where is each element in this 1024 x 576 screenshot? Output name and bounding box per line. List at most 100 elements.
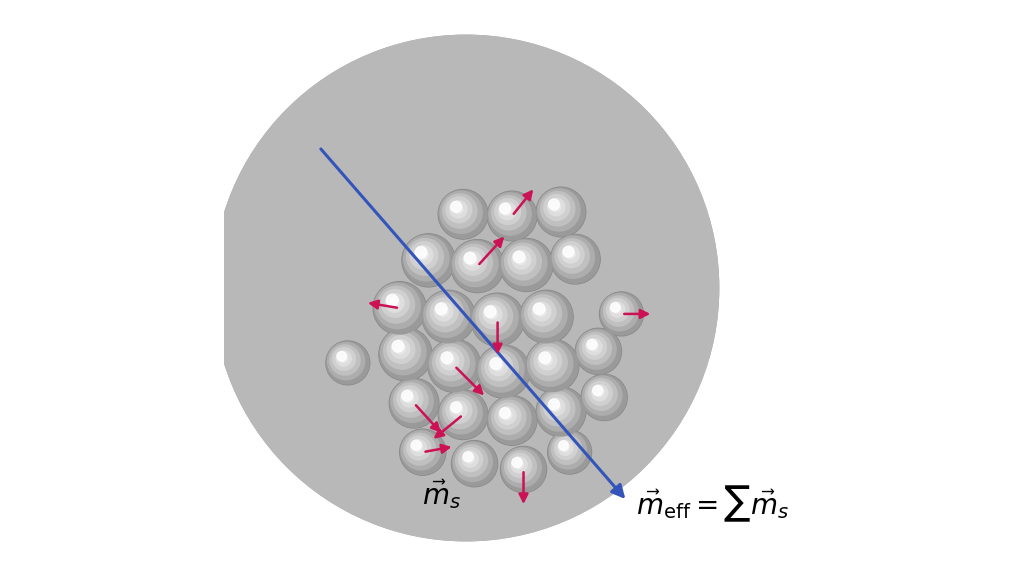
- Circle shape: [582, 376, 623, 416]
- Circle shape: [471, 293, 524, 346]
- Circle shape: [410, 241, 438, 270]
- Circle shape: [327, 149, 605, 427]
- Circle shape: [438, 390, 487, 439]
- Circle shape: [440, 263, 492, 313]
- Circle shape: [426, 248, 506, 328]
- Circle shape: [411, 233, 521, 343]
- Circle shape: [381, 203, 551, 373]
- Circle shape: [438, 190, 487, 239]
- Circle shape: [591, 384, 608, 401]
- Circle shape: [554, 238, 590, 274]
- Circle shape: [441, 352, 453, 363]
- Circle shape: [490, 195, 526, 230]
- Circle shape: [487, 396, 537, 445]
- Circle shape: [255, 77, 677, 499]
- Circle shape: [390, 380, 434, 423]
- Circle shape: [511, 249, 531, 270]
- Circle shape: [453, 442, 493, 482]
- Circle shape: [481, 349, 519, 387]
- Circle shape: [500, 203, 511, 214]
- Circle shape: [227, 50, 705, 526]
- Circle shape: [291, 113, 641, 463]
- Circle shape: [375, 197, 557, 379]
- Circle shape: [527, 340, 573, 387]
- Circle shape: [399, 429, 445, 475]
- Circle shape: [490, 358, 502, 369]
- Circle shape: [487, 191, 537, 241]
- Circle shape: [251, 73, 681, 503]
- Circle shape: [430, 252, 502, 324]
- Circle shape: [327, 342, 366, 380]
- Circle shape: [242, 64, 690, 512]
- Circle shape: [253, 75, 679, 501]
- Circle shape: [365, 187, 567, 389]
- Circle shape: [529, 343, 568, 381]
- Circle shape: [510, 456, 528, 473]
- Circle shape: [394, 216, 538, 360]
- Circle shape: [275, 98, 656, 478]
- Circle shape: [560, 443, 570, 452]
- Circle shape: [416, 237, 516, 339]
- Circle shape: [488, 192, 531, 236]
- Circle shape: [605, 298, 630, 322]
- Circle shape: [386, 208, 546, 368]
- Circle shape: [339, 161, 593, 415]
- Circle shape: [238, 60, 694, 516]
- Circle shape: [478, 346, 524, 393]
- Circle shape: [552, 236, 595, 279]
- Circle shape: [318, 140, 613, 436]
- Circle shape: [432, 254, 500, 322]
- Circle shape: [547, 397, 565, 416]
- Circle shape: [551, 434, 583, 465]
- Circle shape: [373, 195, 559, 381]
- Circle shape: [477, 345, 529, 398]
- Circle shape: [538, 388, 581, 431]
- Circle shape: [377, 286, 416, 324]
- Circle shape: [416, 247, 427, 258]
- Circle shape: [428, 339, 481, 392]
- Circle shape: [557, 439, 573, 456]
- Circle shape: [377, 199, 555, 377]
- Circle shape: [406, 238, 444, 276]
- Circle shape: [257, 79, 675, 497]
- Circle shape: [502, 448, 542, 488]
- Circle shape: [495, 403, 521, 430]
- Circle shape: [373, 282, 426, 335]
- Circle shape: [502, 410, 512, 420]
- Circle shape: [390, 339, 411, 359]
- Circle shape: [472, 294, 519, 341]
- Circle shape: [413, 235, 519, 341]
- Circle shape: [269, 92, 663, 484]
- Circle shape: [534, 346, 562, 376]
- Circle shape: [409, 231, 523, 345]
- Circle shape: [557, 241, 585, 268]
- Circle shape: [426, 294, 464, 332]
- Circle shape: [356, 178, 575, 398]
- Circle shape: [582, 374, 627, 420]
- Circle shape: [464, 286, 468, 290]
- Circle shape: [412, 440, 421, 450]
- Circle shape: [593, 385, 603, 396]
- Circle shape: [386, 335, 416, 364]
- Circle shape: [548, 430, 592, 474]
- Circle shape: [438, 190, 487, 239]
- Circle shape: [385, 293, 404, 313]
- Circle shape: [537, 387, 586, 437]
- Circle shape: [599, 292, 643, 336]
- Circle shape: [301, 123, 631, 453]
- Circle shape: [311, 134, 621, 442]
- Circle shape: [455, 244, 494, 282]
- Circle shape: [513, 251, 525, 263]
- Circle shape: [439, 350, 460, 370]
- Circle shape: [403, 235, 450, 282]
- Circle shape: [540, 391, 575, 426]
- Circle shape: [439, 391, 483, 434]
- Circle shape: [381, 289, 410, 318]
- Circle shape: [287, 108, 645, 468]
- Circle shape: [551, 234, 600, 284]
- Circle shape: [398, 221, 534, 355]
- Circle shape: [482, 304, 503, 324]
- Circle shape: [551, 202, 561, 212]
- Circle shape: [452, 241, 499, 287]
- Circle shape: [329, 151, 603, 425]
